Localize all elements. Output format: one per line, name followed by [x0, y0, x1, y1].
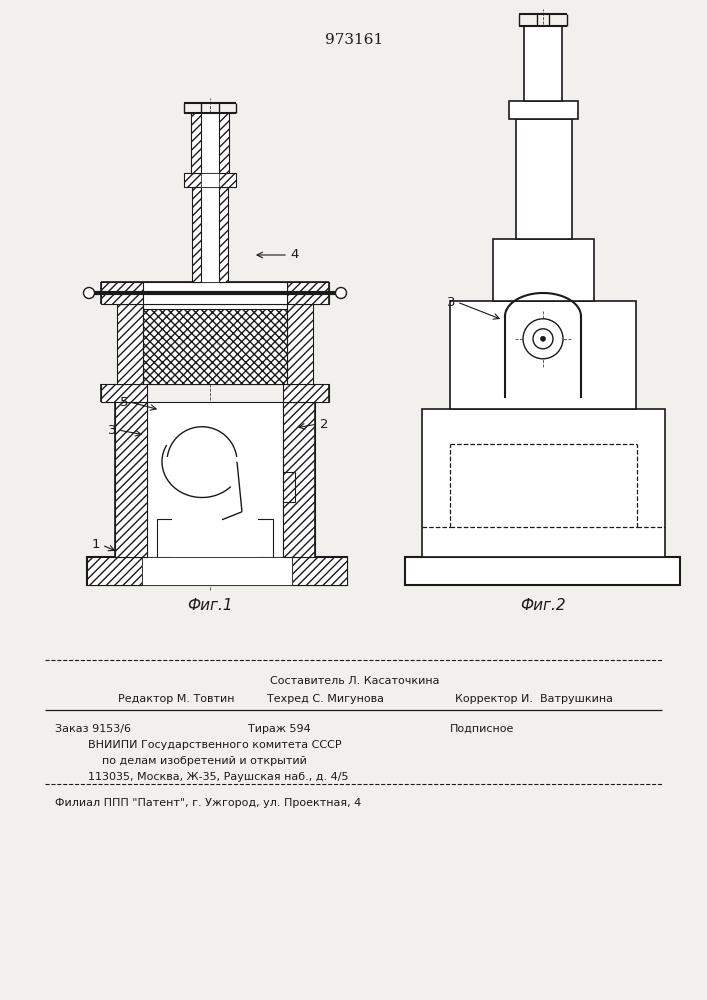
Text: Корректор И.  Ватрушкина: Корректор И. Ватрушкина — [455, 694, 613, 704]
Bar — [101, 384, 147, 402]
Text: Фиг.1: Фиг.1 — [187, 597, 233, 612]
Bar — [184, 173, 236, 187]
Bar — [172, 499, 258, 557]
Bar — [524, 26, 562, 101]
Text: 3: 3 — [447, 296, 455, 308]
Circle shape — [523, 319, 563, 359]
Bar — [87, 557, 347, 585]
Bar — [147, 402, 283, 557]
Bar — [405, 557, 680, 585]
Text: 1: 1 — [91, 538, 100, 552]
Bar — [283, 402, 315, 557]
Text: Составитель Л. Касаточкина: Составитель Л. Касаточкина — [270, 676, 440, 686]
Circle shape — [533, 329, 553, 349]
Text: 3: 3 — [107, 424, 116, 436]
Bar — [287, 304, 313, 384]
Bar — [87, 557, 142, 585]
Bar — [422, 409, 665, 557]
Text: ВНИИПИ Государственного комитета СССР: ВНИИПИ Государственного комитета СССР — [88, 740, 341, 750]
Bar — [219, 113, 229, 173]
Bar — [292, 557, 347, 585]
Text: Заказ 9153/6: Заказ 9153/6 — [55, 724, 131, 734]
Bar — [143, 282, 287, 304]
Circle shape — [540, 336, 546, 341]
Bar — [143, 309, 287, 384]
Bar — [157, 519, 273, 557]
Text: 4: 4 — [290, 248, 298, 261]
Bar — [191, 113, 201, 173]
Text: Техред С. Мигунова: Техред С. Мигунова — [267, 694, 384, 704]
Bar — [142, 557, 292, 585]
Circle shape — [336, 288, 346, 298]
Text: 5: 5 — [119, 395, 128, 408]
Circle shape — [83, 288, 95, 298]
Text: 113035, Москва, Ж-35, Раушская наб., д. 4/5: 113035, Москва, Ж-35, Раушская наб., д. … — [88, 772, 349, 782]
Bar — [201, 173, 219, 187]
Text: Тираж 594: Тираж 594 — [248, 724, 311, 734]
Bar — [493, 239, 594, 301]
Bar — [115, 402, 147, 557]
Bar — [143, 304, 287, 384]
Bar — [201, 113, 219, 173]
Text: 2: 2 — [320, 418, 329, 430]
Text: по делам изобретений и открытий: по делам изобретений и открытий — [88, 756, 307, 766]
Text: Филиал ППП "Патент", г. Ужгород, ул. Проектная, 4: Филиал ППП "Патент", г. Ужгород, ул. Про… — [55, 798, 361, 808]
Bar — [101, 282, 143, 304]
Bar — [283, 384, 329, 402]
Bar — [219, 187, 228, 282]
Bar — [117, 304, 143, 384]
Text: Редактор М. Товтин: Редактор М. Товтин — [118, 694, 235, 704]
Bar — [516, 119, 572, 239]
Bar — [287, 282, 329, 304]
Bar — [201, 187, 219, 282]
Bar — [450, 301, 636, 409]
Bar — [192, 187, 201, 282]
Text: Фиг.2: Фиг.2 — [520, 597, 566, 612]
Text: Подписное: Подписное — [450, 724, 515, 734]
Bar — [509, 101, 578, 119]
Text: 973161: 973161 — [325, 33, 383, 47]
